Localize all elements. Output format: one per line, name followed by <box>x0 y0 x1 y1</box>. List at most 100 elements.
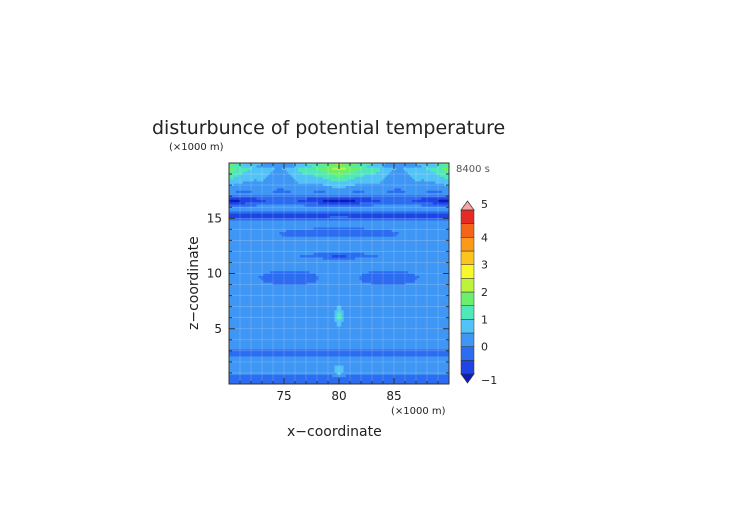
field-cell <box>322 273 326 277</box>
field-cell <box>284 340 287 343</box>
field-cell <box>313 282 317 286</box>
field-cell <box>325 163 328 166</box>
field-cell <box>320 351 324 355</box>
field-cell <box>313 176 317 180</box>
field-cell <box>295 248 299 251</box>
field-cell <box>272 374 276 378</box>
field-cell <box>270 266 273 270</box>
field-cell <box>254 229 257 233</box>
field-cell <box>249 268 253 272</box>
field-cell <box>339 250 342 254</box>
field-cell <box>297 197 301 201</box>
field-cell <box>325 266 328 270</box>
field-cell <box>334 340 338 343</box>
field-cell <box>274 351 278 355</box>
field-cell <box>229 167 232 171</box>
field-cell <box>272 278 276 281</box>
field-cell <box>293 204 296 208</box>
field-cell <box>267 374 271 378</box>
field-cell <box>306 372 310 376</box>
field-cell <box>320 314 324 318</box>
field-cell <box>245 324 248 327</box>
field-cell <box>245 328 248 332</box>
field-cell <box>341 206 344 210</box>
field-cell <box>233 163 237 166</box>
field-cell <box>343 192 347 196</box>
field-cell <box>322 324 326 327</box>
field-cell <box>249 273 253 277</box>
field-cell <box>229 266 232 270</box>
field-cell <box>251 259 255 263</box>
field-cell <box>300 266 303 270</box>
field-cell <box>245 347 248 350</box>
field-cell <box>334 351 338 355</box>
field-cell <box>322 181 326 185</box>
field-cell <box>263 211 267 215</box>
field-cell <box>334 381 338 384</box>
field-cell <box>295 372 299 376</box>
field-cell <box>293 238 296 242</box>
field-cell <box>306 266 310 270</box>
field-cell <box>306 365 310 369</box>
field-cell <box>300 232 303 235</box>
field-cell <box>304 305 308 309</box>
field-cell <box>293 314 296 318</box>
field-cell <box>249 328 253 332</box>
field-cell <box>327 303 331 307</box>
field-cell <box>332 192 335 196</box>
field-cell <box>258 218 262 221</box>
field-cell <box>267 298 271 302</box>
field-cell <box>261 317 264 320</box>
field-cell <box>293 360 296 364</box>
field-cell <box>263 331 267 334</box>
field-cell <box>258 351 262 355</box>
field-cell <box>258 282 262 286</box>
field-cell <box>345 266 349 270</box>
field-cell <box>265 340 269 343</box>
field-cell <box>311 227 315 231</box>
field-cell <box>256 174 260 178</box>
field-cell <box>320 363 324 366</box>
field-cell <box>322 213 326 217</box>
field-cell <box>233 280 237 284</box>
field-cell <box>233 317 237 320</box>
field-cell <box>240 165 244 168</box>
field-cell <box>290 268 294 272</box>
field-cell <box>295 215 299 219</box>
field-cell <box>295 367 299 371</box>
field-cell <box>329 206 333 210</box>
field-cell <box>327 319 331 323</box>
field-cell <box>320 347 324 350</box>
field-cell <box>270 314 273 318</box>
field-cell <box>341 266 344 270</box>
field-cell <box>322 222 326 226</box>
field-cell <box>341 347 344 350</box>
field-cell <box>272 227 276 231</box>
field-cell <box>334 298 338 302</box>
field-cell <box>267 268 271 272</box>
field-cell <box>295 381 299 384</box>
field-cell <box>320 321 324 325</box>
field-cell <box>229 328 232 332</box>
field-cell <box>336 165 340 168</box>
field-cell <box>316 275 319 279</box>
field-cell <box>254 278 257 281</box>
field-cell <box>286 354 289 357</box>
field-cell <box>345 287 349 291</box>
field-cell <box>261 165 264 168</box>
field-cell <box>272 360 276 364</box>
field-cell <box>267 326 271 330</box>
field-cell <box>293 379 296 383</box>
field-cell <box>229 351 232 355</box>
field-cell <box>322 308 326 311</box>
field-cell <box>325 340 328 343</box>
field-cell <box>247 356 251 360</box>
field-cell <box>233 238 237 242</box>
field-cell <box>339 326 342 330</box>
field-cell <box>327 289 331 293</box>
field-cell <box>345 349 349 353</box>
field-cell <box>339 278 342 281</box>
field-cell <box>320 250 324 254</box>
field-cell <box>341 275 344 279</box>
field-cell <box>281 351 285 355</box>
